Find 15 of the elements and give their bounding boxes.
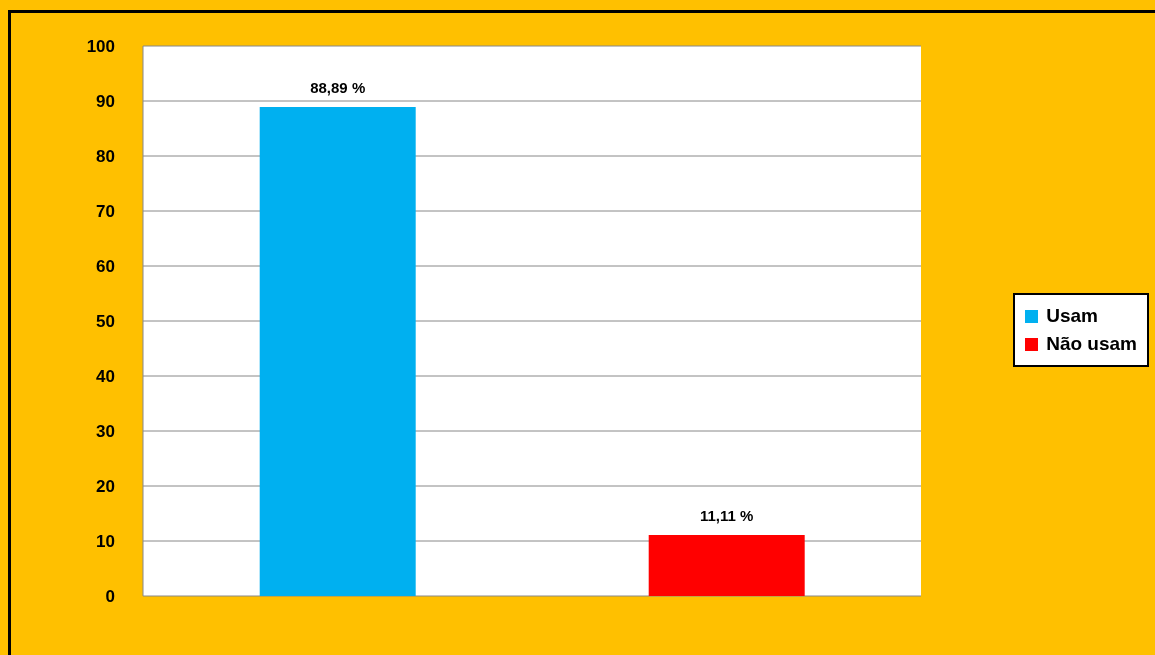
data-label: 88,89 % [310, 79, 366, 97]
y-tick-label: 50 [96, 312, 115, 332]
data-label: 11,11 % [700, 506, 754, 524]
y-tick-label: 0 [105, 587, 115, 607]
y-tick-label: 90 [96, 92, 115, 112]
y-tick-label: 100 [86, 37, 115, 57]
y-tick-label: 20 [96, 477, 115, 497]
legend-label: Usam [1046, 305, 1098, 327]
y-tick-label: 60 [96, 257, 115, 277]
y-tick-label: 30 [96, 422, 115, 442]
y-tick-label: 80 [96, 147, 115, 167]
y-tick-label: 70 [96, 202, 115, 222]
y-tick-label: 40 [96, 367, 115, 387]
y-tick-label: 10 [96, 532, 115, 552]
legend-label: Não usam [1046, 333, 1137, 355]
